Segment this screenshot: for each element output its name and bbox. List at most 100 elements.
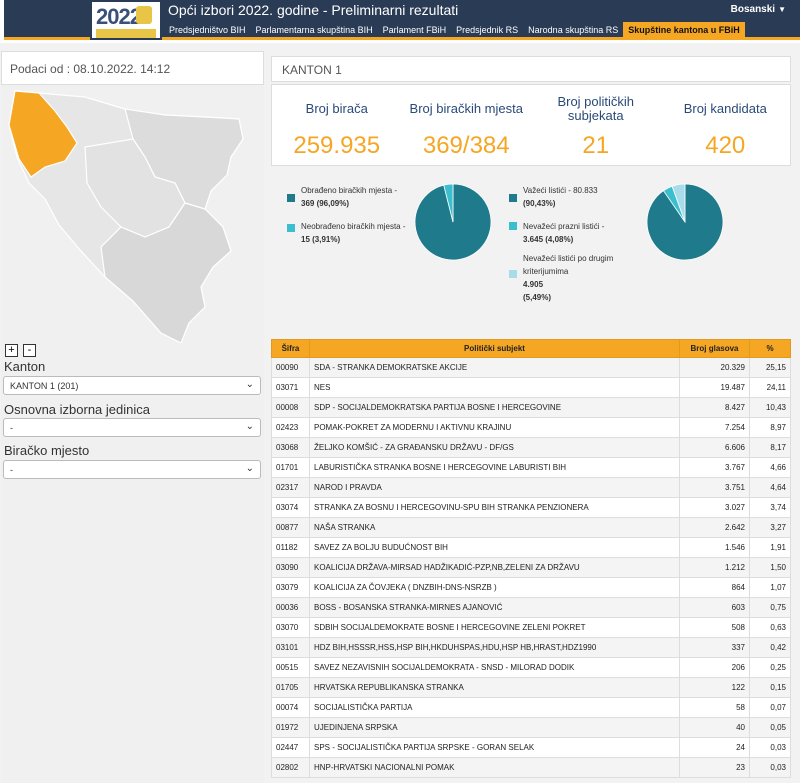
map-region-south[interactable] <box>100 202 232 343</box>
table-row[interactable]: 03101 HDZ BIH,HSSSR,HSS,HSP BIH,HKDUHSPAS… <box>271 637 791 658</box>
kanton-select[interactable]: KANTON 1 (201) ⌄ <box>3 376 261 395</box>
pie1-legend-processed: Obrađeno biračkih mjesta - 369 (96,09%) <box>287 184 431 210</box>
table-row[interactable]: 03079 KOALICIJA ZA ČOVJEKA ( DNZBIH-DNS-N… <box>271 577 791 598</box>
map-region-kanton1[interactable] <box>8 90 78 178</box>
pie-charts-panel: Obrađeno biračkih mjesta - 369 (96,09%) … <box>271 168 791 304</box>
cell-sifra: 03090 <box>271 557 310 578</box>
cell-politicki-subjekt: KOALICIJA DRŽAVA-MIRSAD HADŽIKADIĆ-PZP,N… <box>309 557 680 578</box>
table-row[interactable]: 01701 LABURISTIČKA STRANKA BOSNE I HERCEG… <box>271 457 791 478</box>
header-bar: 2022 Opći izbori 2022. godine - Prelimin… <box>4 0 800 40</box>
cell-procenat: 8,97 <box>749 417 791 438</box>
table-row[interactable]: 01182 SAVEZ ZA BOLJU BUDUĆNOST BIH 1.546 1,… <box>271 537 791 558</box>
pie1-legend-unprocessed: Neobrađeno biračkih mjesta - 15 (3,91%) <box>287 220 431 246</box>
cell-sifra: 03070 <box>271 617 310 638</box>
language-selector[interactable]: Bosanski ▼ <box>731 4 786 15</box>
cell-sifra: 03101 <box>271 637 310 658</box>
cell-broj-glasova: 864 <box>679 577 750 598</box>
ballot-box-icon <box>136 6 152 24</box>
cell-politicki-subjekt: LABURISTIČKA STRANKA BOSNE I HERCEGOVINE… <box>309 457 680 478</box>
col-header-broj-glasova[interactable]: Broj glasova <box>679 339 750 358</box>
cell-politicki-subjekt: HRVATSKA REPUBLIKANSKA STRANKA <box>309 677 680 698</box>
legend-label: Nevažeći prazni listići - <box>523 222 605 231</box>
nav-parlament-fbih[interactable]: Parlament FBiH <box>382 25 447 35</box>
biracko-mjesto-select[interactable]: - ⌄ <box>3 460 261 479</box>
cell-procenat: 0,03 <box>749 737 791 758</box>
table-row[interactable]: 02317 NAROD I PRAVDA 3.751 4,64 <box>271 477 791 498</box>
cell-politicki-subjekt: BOSS - BOSANSKA STRANKA-MIRNES AJANOVIĆ <box>309 597 680 618</box>
stat-label: Broj biračkih mjesta <box>409 101 523 116</box>
col-header-politicki-subjekt[interactable]: Politički subjekt <box>309 339 680 358</box>
table-row[interactable]: 03074 STRANKA ZA BOSNU I HERCEGOVINU-SPU … <box>271 497 791 518</box>
kanton-select-value: KANTON 1 (201) <box>10 381 79 391</box>
page-title: Opći izbori 2022. godine - Preliminarni … <box>168 2 459 18</box>
kanton-map[interactable] <box>5 87 261 343</box>
legend-value: 3.645 (4,08%) <box>523 235 574 244</box>
cell-politicki-subjekt: NAROD I PRAVDA <box>309 477 680 498</box>
table-row[interactable]: 00036 BOSS - BOSANSKA STRANKA-MIRNES AJAN… <box>271 597 791 618</box>
nav-narodna-skupstina-rs[interactable]: Narodna skupština RS <box>528 25 619 35</box>
cell-sifra: 00515 <box>271 657 310 678</box>
cell-procenat: 4,66 <box>749 457 791 478</box>
cell-sifra: 01972 <box>271 717 310 738</box>
cell-procenat: 0,63 <box>749 617 791 638</box>
cell-sifra: 01182 <box>271 537 310 558</box>
table-row[interactable]: 03071 NES 19.487 24,11 <box>271 377 791 398</box>
pie-slice[interactable] <box>671 183 686 223</box>
cell-broj-glasova: 1.212 <box>679 557 750 578</box>
table-row[interactable]: 00515 SAVEZ NEZAVISNIH SOCIJALDEMOKRATA -… <box>271 657 791 678</box>
cell-procenat: 1,91 <box>749 537 791 558</box>
cell-politicki-subjekt: STRANKA ZA BOSNU I HERCEGOVINU-SPU BIH S… <box>309 497 680 518</box>
pie-slice[interactable] <box>443 183 454 223</box>
cell-broj-glasova: 40 <box>679 717 750 738</box>
legend-value: 15 (3,91%) <box>301 235 341 244</box>
stat-label: Broj kandidata <box>683 101 767 116</box>
nav-predsjednik-rs[interactable]: Predsjednik RS <box>456 25 519 35</box>
data-timestamp-box: Podaci od : 08.10.2022. 14:12 <box>1 51 264 85</box>
table-row[interactable]: 03068 ŽELJKO KOMŠIĆ - ZA GRAĐANSKU DRŽAVU… <box>271 437 791 458</box>
table-row[interactable]: 02423 POMAK-POKRET ZA MODERNU I AKTIVNU K… <box>271 417 791 438</box>
cell-procenat: 24,11 <box>749 377 791 398</box>
left-panel: Podaci od : 08.10.2022. 14:12 + - Kanton… <box>1 51 264 783</box>
nav-skupstine-kantona[interactable]: Skupštine kantona u FBiH <box>623 22 745 38</box>
cell-sifra: 03071 <box>271 377 310 398</box>
table-row[interactable]: 03090 KOALICIJA DRŽAVA-MIRSAD HADŽIKADIĆ-… <box>271 557 791 578</box>
table-row[interactable]: 01705 HRVATSKA REPUBLIKANSKA STRANKA 122 0,… <box>271 677 791 698</box>
cell-politicki-subjekt: SDP - SOCIJALDEMOKRATSKA PARTIJA BOSNE I… <box>309 397 680 418</box>
legend-value: 369 (96,09%) <box>301 199 350 208</box>
zoom-out-button[interactable]: - <box>23 344 36 357</box>
oij-select[interactable]: - ⌄ <box>3 418 261 437</box>
cell-politicki-subjekt: ŽELJKO KOMŠIĆ - ZA GRAĐANSKU DRŽAVU - DF… <box>309 437 680 458</box>
stat-broj-kandidata: Broj kandidata 420 <box>661 85 791 165</box>
results-table-wrap: Šifra Politički subjekt Broj glasova % 0… <box>271 339 791 778</box>
table-row[interactable]: 00877 NAŠA STRANKA 2.642 3,27 <box>271 517 791 538</box>
table-row[interactable]: 02802 HNP-HRVATSKI NACIONALNI POMAK 23 0,03 <box>271 757 791 778</box>
col-header-sifra[interactable]: Šifra <box>271 339 310 358</box>
cell-broj-glasova: 337 <box>679 637 750 658</box>
cell-politicki-subjekt: SOCIJALISTIČKA PARTIJA <box>309 697 680 718</box>
table-row[interactable]: 00074 SOCIJALISTIČKA PARTIJA 58 0,07 <box>271 697 791 718</box>
logo-stripe <box>96 29 156 38</box>
cell-sifra: 00090 <box>271 357 310 378</box>
col-header-procenat[interactable]: % <box>749 339 791 358</box>
nav-parlamentarna-skupstina-bih[interactable]: Parlamentarna skupština BIH <box>255 25 373 35</box>
oij-select-value: - <box>10 423 13 433</box>
cell-politicki-subjekt: NAŠA STRANKA <box>309 517 680 538</box>
cell-sifra: 02447 <box>271 737 310 758</box>
oij-label: Osnovna izborna jedinica <box>4 402 150 417</box>
legend-label: Neobrađeno biračkih mjesta - <box>301 222 406 231</box>
cell-sifra: 00877 <box>271 517 310 538</box>
cell-procenat: 0,03 <box>749 757 791 778</box>
zoom-in-button[interactable]: + <box>5 344 18 357</box>
election-logo[interactable]: 2022 <box>90 0 162 40</box>
cell-procenat: 0,75 <box>749 597 791 618</box>
table-row[interactable]: 03070 SDBIH SOCIJALDEMOKRATE BOSNE I HERC… <box>271 617 791 638</box>
table-row[interactable]: 00090 SDA - STRANKA DEMOKRATSKE AKCIJE 20.… <box>271 357 791 378</box>
nav-predsjednistvo-bih[interactable]: Predsjedništvo BIH <box>169 25 246 35</box>
pie-chart-listici <box>646 183 724 261</box>
table-row[interactable]: 00008 SDP - SOCIJALDEMOKRATSKA PARTIJA BO… <box>271 397 791 418</box>
table-row[interactable]: 01972 UJEDINJENA SRPSKA 40 0,05 <box>271 717 791 738</box>
pie2-legend-invalid-empty: Nevažeći prazni listići - 3.645 (4,08%) <box>509 220 643 246</box>
cell-sifra: 02317 <box>271 477 310 498</box>
table-row[interactable]: 02447 SPS - SOCIJALISTIČKA PARTIJA SRPSKE… <box>271 737 791 758</box>
cell-politicki-subjekt: NES <box>309 377 680 398</box>
